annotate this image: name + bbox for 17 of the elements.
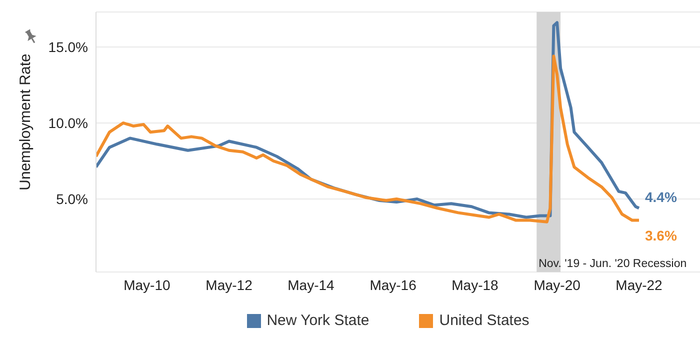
y-tick-label: 15.0% bbox=[48, 38, 88, 55]
line-series bbox=[96, 54, 640, 224]
y-axis-title: Unemployment Rate bbox=[17, 54, 34, 190]
x-tick-label: May-12 bbox=[206, 276, 253, 293]
x-tick-label: May-20 bbox=[534, 276, 581, 293]
y-tick-label: 10.0% bbox=[48, 114, 88, 131]
data-label: 4.4% bbox=[645, 189, 678, 206]
data-label: 3.6% bbox=[645, 227, 678, 244]
legend-label: New York State bbox=[266, 312, 370, 329]
x-tick-label: May-22 bbox=[616, 276, 663, 293]
x-tick-label: May-14 bbox=[288, 276, 335, 293]
x-tick-label: May-18 bbox=[452, 276, 499, 293]
y-tick-label: 5.0% bbox=[56, 190, 88, 207]
x-tick-label: May-10 bbox=[124, 276, 171, 293]
x-tick-label: May-16 bbox=[370, 276, 417, 293]
band-label: Nov. '19 - Jun. '20 Recession bbox=[538, 258, 687, 270]
legend-label: United States bbox=[439, 312, 530, 329]
